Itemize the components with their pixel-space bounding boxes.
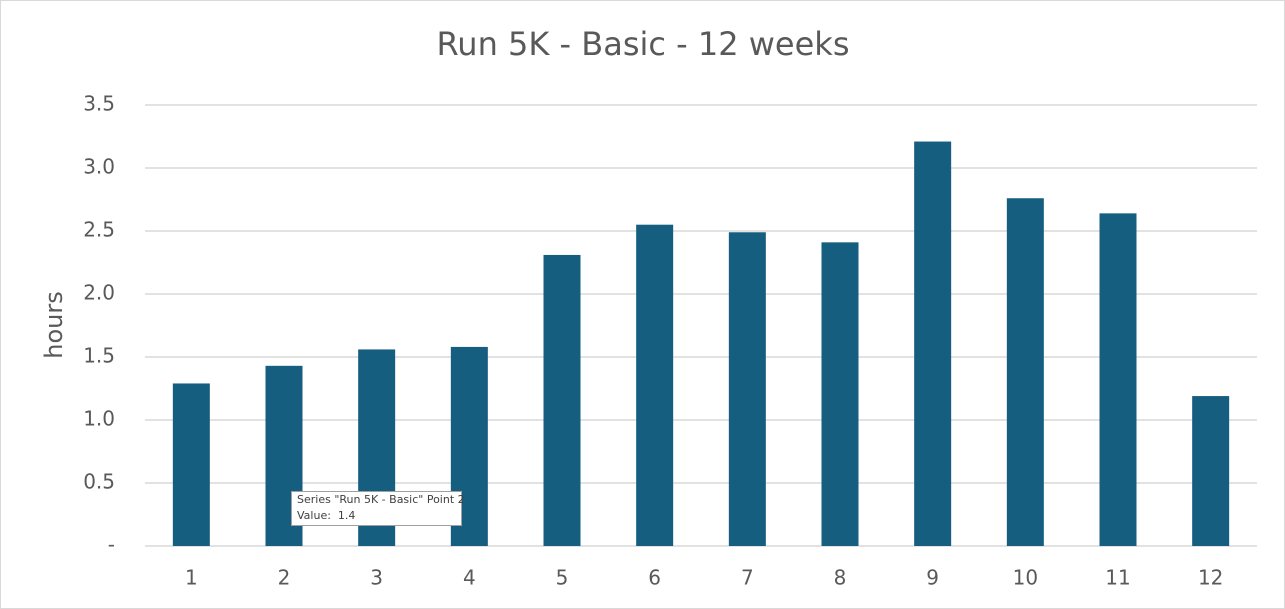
tooltip-text: Value: 1.4 xyxy=(297,509,355,522)
tooltip: Series "Run 5K - Basic" Point 2 Value: 1.… xyxy=(291,491,465,526)
x-tick-label: 3 xyxy=(370,566,383,590)
x-tick-label: 4 xyxy=(463,566,476,590)
x-tick-label: 8 xyxy=(834,566,847,590)
bar xyxy=(1192,396,1230,546)
bar xyxy=(1006,198,1044,547)
y-tick-label: 0.5 xyxy=(83,470,115,494)
x-tick-label: 10 xyxy=(1013,566,1038,590)
y-tick-label: 1.0 xyxy=(83,407,115,431)
y-tick-label: 2.5 xyxy=(83,218,115,242)
x-tick-label: 12 xyxy=(1198,566,1223,590)
tooltip-box xyxy=(291,491,462,526)
x-tick-label: 2 xyxy=(278,566,291,590)
x-tick-label: 11 xyxy=(1105,566,1130,590)
x-tick-label: 6 xyxy=(648,566,661,590)
y-tick-label: 1.5 xyxy=(83,344,115,368)
tooltip-text: Series "Run 5K - Basic" Point 2 xyxy=(297,493,465,506)
x-tick-label: 7 xyxy=(741,566,754,590)
y-tick-label: 2.0 xyxy=(83,281,115,305)
chart-title: Run 5K - Basic - 12 weeks xyxy=(436,25,849,63)
bar xyxy=(172,383,210,546)
x-tick-label: 1 xyxy=(185,566,198,590)
y-tick-label: 3.0 xyxy=(83,155,115,179)
bar xyxy=(1099,213,1137,547)
bar xyxy=(821,242,859,546)
y-axis-label: hours xyxy=(40,291,68,358)
y-tick-label: 3.5 xyxy=(83,92,115,116)
bar xyxy=(543,254,581,546)
bar xyxy=(914,141,952,547)
x-tick-label: 9 xyxy=(926,566,939,590)
x-tick-label: 5 xyxy=(556,566,569,590)
bar xyxy=(636,224,674,546)
bar xyxy=(728,232,766,546)
y-tick-label: - xyxy=(108,533,115,557)
